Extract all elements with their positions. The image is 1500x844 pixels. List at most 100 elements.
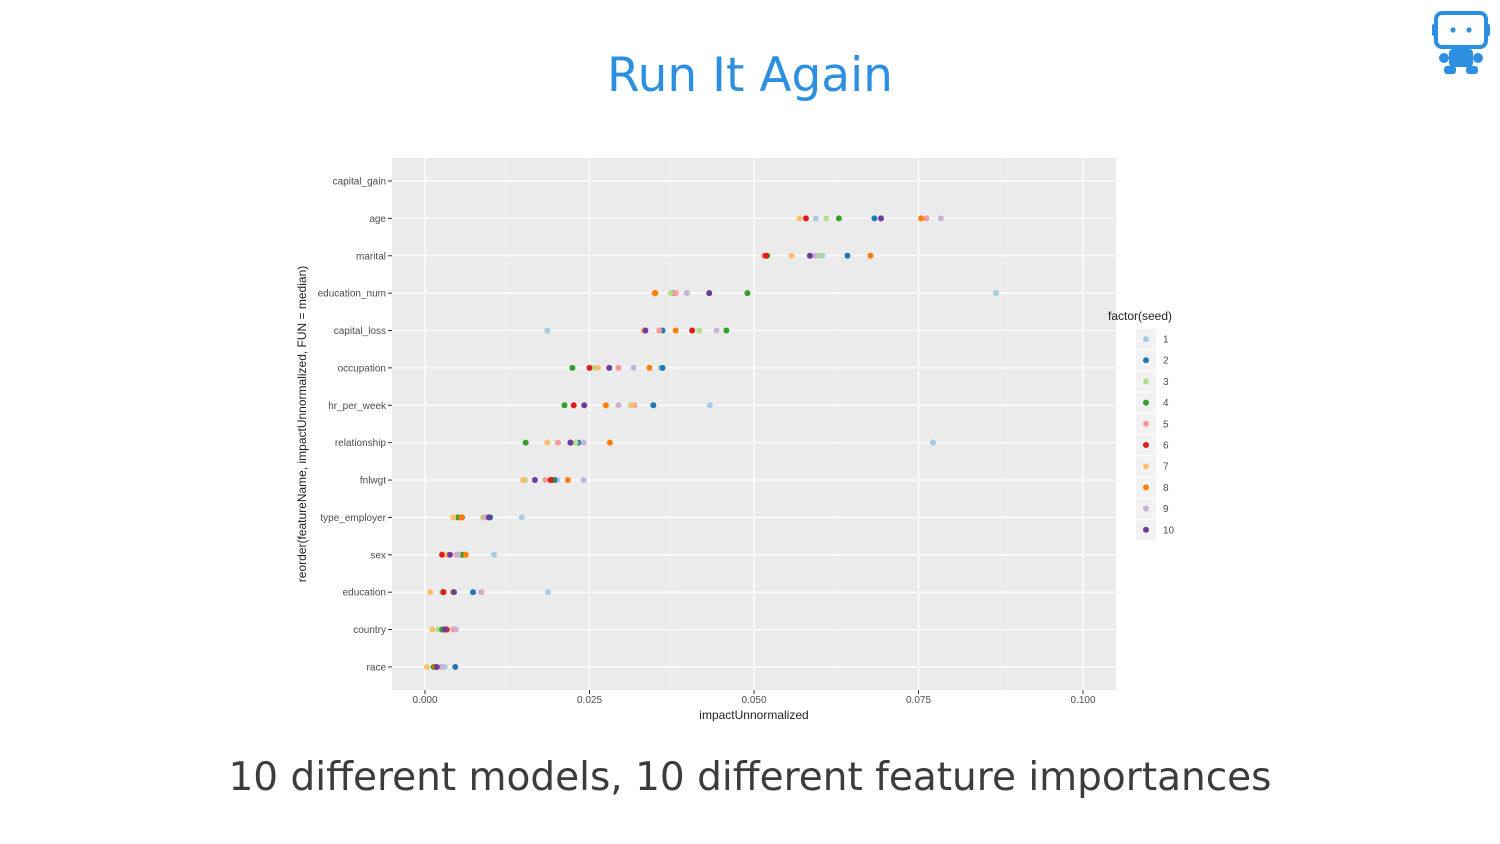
x-tick-label: 0.050 (741, 695, 766, 706)
y-tick-label: country (353, 625, 386, 636)
slide-title: Run It Again (607, 48, 893, 103)
data-point-seed-8 (646, 364, 653, 371)
data-point-seed-4 (569, 364, 576, 371)
legend: factor(seed) 1 2 3 4 5 6 7 8 9 10 (1108, 309, 1175, 540)
x-tick-label: 0.025 (577, 695, 602, 706)
y-tick-label: occupation (338, 363, 386, 374)
legend-swatch-seed-4 (1143, 399, 1149, 406)
data-point-seed-10 (642, 327, 649, 334)
y-tick-label: sex (370, 550, 386, 561)
data-point-seed-5 (923, 215, 930, 222)
data-point-seed-8 (458, 514, 465, 521)
y-tick-label: hr_per_week (328, 401, 387, 412)
data-point-seed-7 (595, 364, 602, 371)
legend-swatch-seed-10 (1143, 526, 1149, 533)
data-point-seed-1 (993, 290, 1000, 297)
data-point-seed-4 (522, 439, 529, 446)
data-point-seed-7 (423, 663, 430, 670)
y-tick-label: race (367, 662, 387, 673)
data-point-seed-8 (918, 215, 925, 222)
data-point-seed-9 (683, 290, 690, 297)
legend-label: 4 (1163, 398, 1169, 409)
legend-label: 6 (1163, 441, 1169, 452)
data-point-seed-9 (630, 364, 637, 371)
data-point-seed-8 (652, 290, 659, 297)
data-point-seed-5 (615, 364, 622, 371)
legend-title: factor(seed) (1108, 309, 1172, 323)
data-point-seed-10 (706, 290, 713, 297)
data-point-seed-6 (762, 252, 769, 259)
data-point-seed-5 (554, 439, 561, 446)
legend-swatch-seed-1 (1143, 336, 1149, 342)
x-tick-label: 0.100 (1070, 695, 1095, 706)
data-point-seed-7 (429, 626, 436, 633)
data-point-seed-10 (581, 402, 588, 409)
data-point-seed-8 (462, 551, 469, 558)
data-point-seed-5 (542, 477, 549, 484)
legend-swatch-seed-2 (1143, 357, 1149, 364)
legend-label: 10 (1163, 525, 1175, 536)
data-point-seed-6 (689, 327, 696, 334)
data-point-seed-8 (602, 402, 609, 409)
data-point-seed-7 (520, 477, 527, 484)
data-point-seed-1 (518, 514, 525, 521)
slide-caption: 10 different models, 10 different featur… (228, 755, 1272, 800)
data-point-seed-3 (572, 439, 579, 446)
x-axis-title: impactUnnormalized (699, 708, 808, 722)
data-point-seed-9 (937, 215, 944, 222)
y-tick-label: capital_loss (334, 326, 386, 337)
data-point-seed-9 (454, 551, 461, 558)
data-point-seed-1 (706, 402, 713, 409)
legend-label: 8 (1163, 483, 1169, 494)
data-point-seed-8 (672, 327, 679, 334)
legend-swatch-seed-8 (1143, 484, 1149, 491)
legend-label: 9 (1163, 504, 1169, 515)
data-point-seed-2 (659, 364, 666, 371)
y-tick-label: education (343, 588, 386, 599)
data-point-seed-10 (441, 626, 448, 633)
robot-icon (1432, 11, 1490, 74)
data-point-seed-9 (812, 252, 819, 259)
data-point-seed-6 (586, 364, 593, 371)
y-tick-label: type_employer (320, 513, 386, 524)
data-point-seed-9 (439, 663, 446, 670)
legend-swatch-seed-5 (1143, 420, 1149, 427)
data-point-seed-2 (844, 252, 851, 259)
legend-label: 2 (1163, 356, 1169, 367)
data-point-seed-9 (615, 402, 622, 409)
data-point-seed-10 (450, 589, 457, 596)
data-point-seed-3 (668, 290, 675, 297)
data-point-seed-6 (570, 402, 577, 409)
data-point-seed-2 (470, 589, 477, 596)
legend-label: 3 (1163, 377, 1169, 388)
data-point-seed-1 (544, 327, 551, 334)
data-point-seed-9 (580, 439, 587, 446)
data-point-seed-1 (491, 551, 498, 558)
y-tick-label: marital (356, 251, 386, 262)
data-point-seed-7 (544, 439, 551, 446)
data-point-seed-4 (835, 215, 842, 222)
legend-swatch-seed-9 (1143, 505, 1149, 512)
data-point-seed-7 (796, 215, 803, 222)
data-point-seed-10 (877, 215, 884, 222)
data-point-seed-10 (433, 663, 440, 670)
x-tick-label: 0.000 (412, 695, 437, 706)
data-point-seed-8 (564, 477, 571, 484)
y-tick-label: fnlwgt (360, 476, 386, 487)
data-point-seed-9 (452, 626, 459, 633)
data-point-seed-9 (477, 589, 484, 596)
legend-swatch-seed-7 (1143, 463, 1149, 470)
legend-label: 7 (1163, 462, 1169, 473)
data-point-seed-5 (656, 327, 663, 334)
data-point-seed-10 (447, 551, 454, 558)
y-axis-title: reorder(featureName, impactUnnormalized,… (295, 266, 309, 582)
data-point-seed-6 (440, 589, 447, 596)
y-tick-label: age (369, 214, 386, 225)
legend-swatch-seed-3 (1143, 378, 1149, 385)
data-point-seed-6 (439, 551, 446, 558)
data-point-seed-8 (606, 439, 613, 446)
legend-swatch-seed-6 (1143, 442, 1149, 448)
data-point-seed-10 (531, 477, 538, 484)
data-point-seed-1 (545, 589, 552, 596)
y-tick-label: relationship (335, 438, 387, 449)
